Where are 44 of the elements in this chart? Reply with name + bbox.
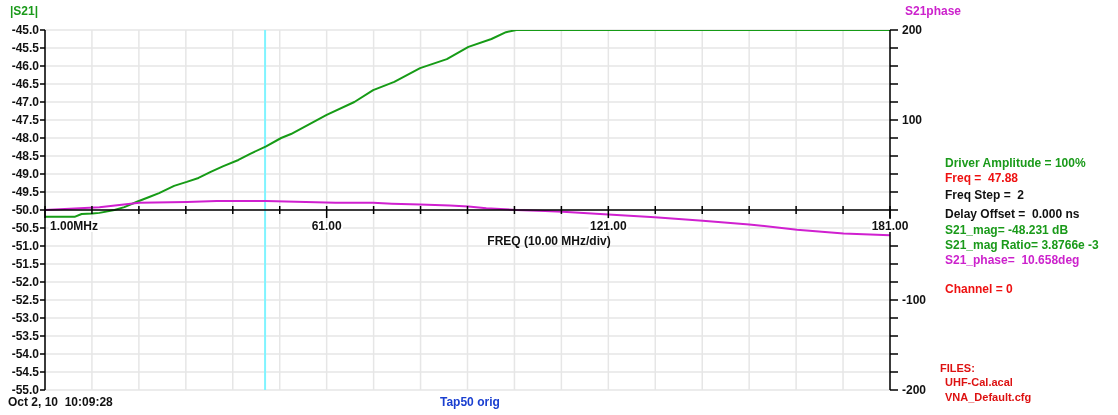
text: Driver Amplitude = 100% bbox=[945, 156, 1086, 170]
y-tick-label: -52.0 bbox=[11, 275, 40, 290]
y-tick-label: -53.0 bbox=[11, 311, 40, 326]
x-tick-label: 121.00 bbox=[589, 219, 628, 233]
text: S21_mag Ratio= 3.8766e -3 bbox=[945, 238, 1099, 252]
y2-axis-title: S21phase bbox=[905, 4, 962, 18]
x-axis-title: FREQ (10.00 MHz/div) bbox=[487, 234, 611, 248]
text: VNA_Default.cfg bbox=[945, 391, 1032, 403]
y-tick-label: -55.0 bbox=[11, 383, 40, 398]
text: UHF-Cal.acal bbox=[945, 376, 1013, 388]
text: Freq Step = 2 bbox=[945, 188, 1025, 202]
y-tick-label: -45.0 bbox=[11, 23, 40, 38]
y-tick-label: -54.5 bbox=[11, 365, 40, 380]
y-tick-label: -51.5 bbox=[11, 257, 40, 272]
y-tick-label: -49.0 bbox=[11, 167, 40, 182]
y-tick-label: -48.5 bbox=[11, 149, 40, 164]
y-tick-label: -49.5 bbox=[11, 185, 40, 200]
x-tick-label: 61.00 bbox=[311, 219, 343, 233]
text: S21_mag= -48.231 dB bbox=[945, 223, 1069, 237]
y-tick-label: -46.5 bbox=[11, 77, 40, 92]
y-tick-label: -54.0 bbox=[11, 347, 40, 362]
text: Channel = 0 bbox=[945, 282, 1013, 296]
y-tick-label: -47.5 bbox=[11, 113, 40, 128]
y-tick-label: -45.5 bbox=[11, 41, 40, 56]
x-tick-label: 1.00MHz bbox=[50, 219, 99, 233]
text: Oct 2, 10 10:09:28 bbox=[8, 395, 113, 409]
y2-tick-label: -200 bbox=[902, 383, 927, 397]
y-tick-label: -50.5 bbox=[11, 221, 40, 236]
y-tick-label: -53.5 bbox=[11, 329, 40, 344]
y-tick-label: -48.0 bbox=[11, 131, 40, 146]
text: Delay Offset = 0.000 ns bbox=[945, 207, 1080, 221]
y-tick-label: -47.0 bbox=[11, 95, 40, 110]
y-tick-label: -50.0 bbox=[11, 203, 40, 218]
text: S21_phase= 10.658deg bbox=[945, 253, 1080, 267]
text: Tap50 orig bbox=[440, 395, 500, 409]
y2-tick-label: 200 bbox=[902, 23, 923, 37]
y2-tick-label: -100 bbox=[902, 293, 927, 307]
y2-tick-label: 100 bbox=[902, 113, 923, 127]
y-tick-label: -52.5 bbox=[11, 293, 40, 308]
text: Freq = 47.88 bbox=[945, 171, 1019, 185]
text: FILES: bbox=[940, 362, 975, 374]
y-tick-label: -46.0 bbox=[11, 59, 40, 74]
y-tick-label: -51.0 bbox=[11, 239, 40, 254]
y-axis-title: |S21| bbox=[10, 4, 39, 18]
